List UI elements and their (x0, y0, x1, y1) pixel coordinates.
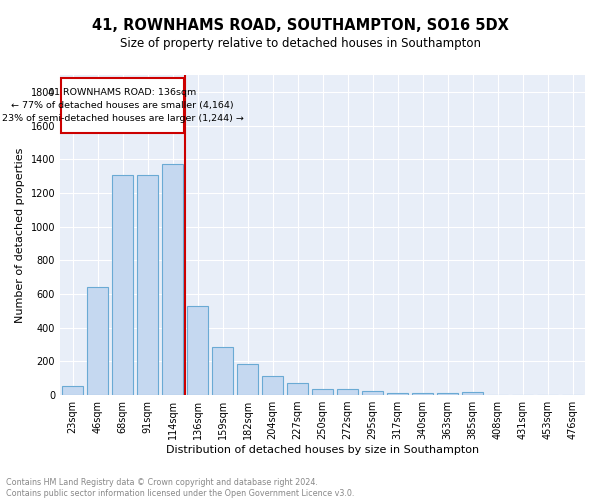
Bar (87, 288, 108, 395)
Bar (462, 392, 483, 395)
Bar (212, 347, 233, 395)
Bar (262, 376, 283, 395)
Bar (437, 394, 458, 395)
Bar (312, 388, 333, 395)
Bar (237, 364, 258, 395)
Bar (62, 386, 83, 395)
Bar (187, 306, 208, 395)
Text: 41 ROWNHAMS ROAD: 136sqm
← 77% of detached houses are smaller (4,164)
23% of sem: 41 ROWNHAMS ROAD: 136sqm ← 77% of detach… (2, 88, 244, 124)
Bar (387, 392, 408, 395)
Bar (137, 175, 158, 395)
Bar (162, 164, 183, 395)
X-axis label: Distribution of detached houses by size in Southampton: Distribution of detached houses by size … (166, 445, 479, 455)
Bar (412, 394, 433, 395)
Text: Contains HM Land Registry data © Crown copyright and database right 2024.
Contai: Contains HM Land Registry data © Crown c… (6, 478, 355, 498)
Text: Size of property relative to detached houses in Southampton: Size of property relative to detached ho… (119, 38, 481, 51)
Bar (112, 175, 133, 395)
FancyBboxPatch shape (61, 78, 184, 133)
Bar (337, 388, 358, 395)
Bar (362, 391, 383, 395)
Bar (287, 384, 308, 395)
Text: 41, ROWNHAMS ROAD, SOUTHAMPTON, SO16 5DX: 41, ROWNHAMS ROAD, SOUTHAMPTON, SO16 5DX (92, 18, 508, 32)
Y-axis label: Number of detached properties: Number of detached properties (15, 148, 25, 322)
